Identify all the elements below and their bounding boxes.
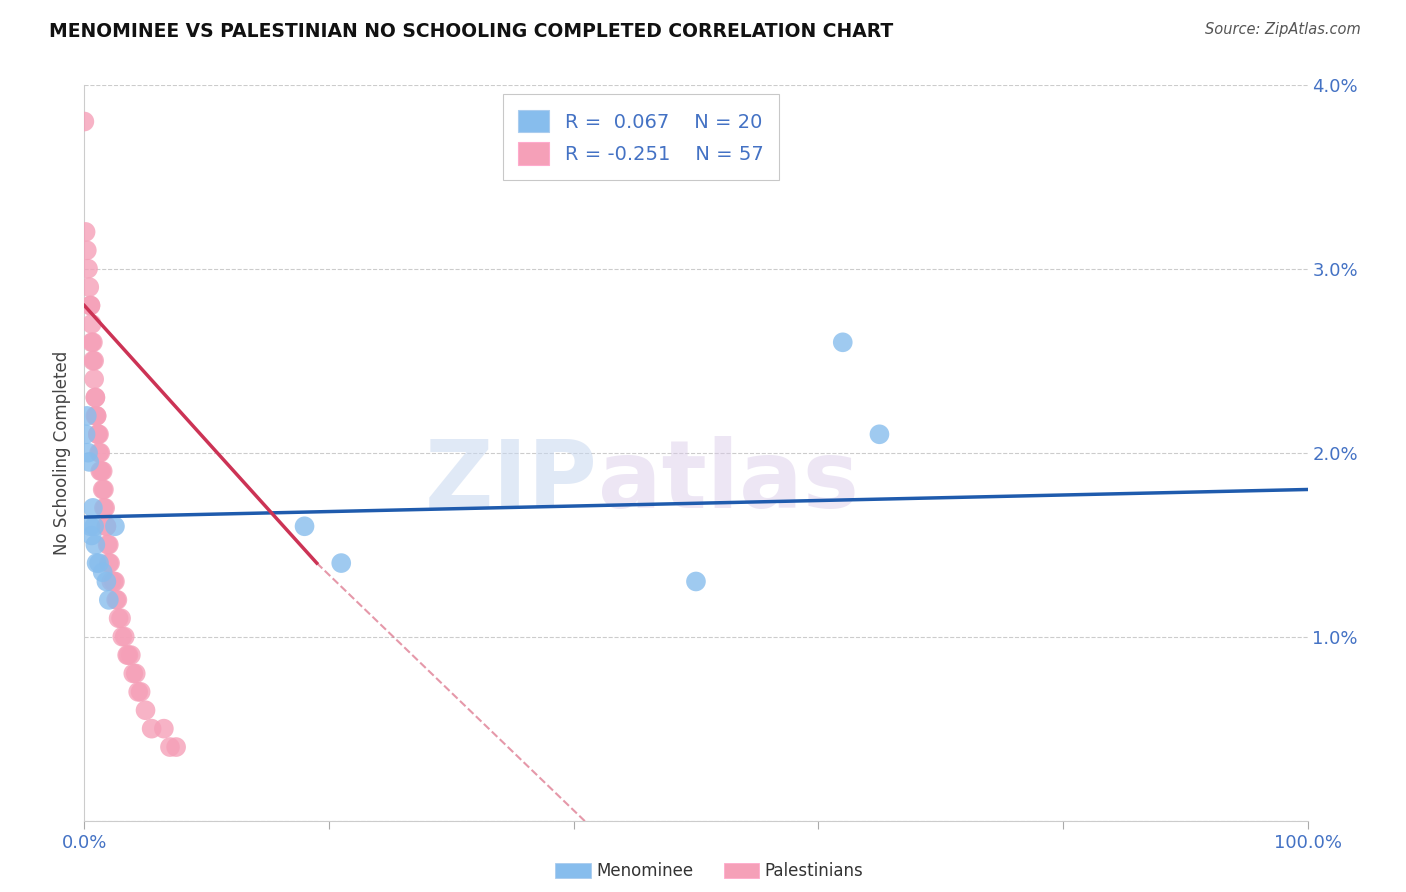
Point [114, 630, 136, 644]
Text: Menominee: Menominee [596, 862, 693, 880]
Point [84, 538, 107, 552]
Point [97, 556, 120, 570]
Point [80, 335, 103, 350]
Point [80, 528, 103, 542]
Point [90, 464, 112, 478]
Point [84, 391, 107, 405]
Point [125, 666, 148, 681]
Point [79, 298, 101, 313]
Point [73, 114, 96, 128]
Point [105, 592, 128, 607]
Y-axis label: No Schooling Completed: No Schooling Completed [53, 351, 72, 555]
Point [115, 648, 138, 662]
Point [87, 446, 110, 460]
Point [87, 427, 110, 442]
Point [75, 427, 97, 442]
Point [84, 409, 107, 423]
Point [84, 391, 107, 405]
Point [91, 483, 114, 497]
Point [87, 427, 110, 442]
Point [75, 225, 97, 239]
Point [98, 556, 121, 570]
Point [117, 648, 139, 662]
Text: Palestinians: Palestinians [765, 862, 863, 880]
Point [104, 574, 127, 589]
Point [127, 685, 149, 699]
Point [96, 519, 118, 533]
Point [869, 427, 891, 442]
Point [105, 592, 128, 607]
Point [94, 500, 117, 515]
Point [80, 317, 103, 331]
Point [83, 372, 105, 386]
Point [111, 630, 134, 644]
Point [77, 261, 100, 276]
Point [76, 244, 98, 258]
Point [129, 685, 152, 699]
Point [141, 722, 163, 736]
Point [82, 500, 104, 515]
Point [77, 280, 100, 294]
Point [87, 427, 110, 442]
Point [83, 519, 105, 533]
Point [91, 464, 114, 478]
Point [103, 574, 125, 589]
Legend: R =  0.067    N = 20, R = -0.251    N = 57: R = 0.067 N = 20, R = -0.251 N = 57 [503, 95, 779, 180]
Point [82, 335, 104, 350]
Point [159, 740, 181, 755]
Point [104, 519, 127, 533]
Point [91, 566, 114, 580]
Point [120, 648, 142, 662]
Point [83, 353, 105, 368]
Point [135, 703, 157, 717]
Point [89, 464, 111, 478]
Point [77, 455, 100, 469]
Point [82, 353, 104, 368]
Point [79, 298, 101, 313]
Point [86, 556, 108, 570]
Point [97, 538, 120, 552]
Point [96, 519, 118, 533]
Point [107, 611, 129, 625]
Point [87, 556, 110, 570]
Point [86, 409, 108, 423]
Text: Source: ZipAtlas.com: Source: ZipAtlas.com [1205, 22, 1361, 37]
Point [93, 500, 115, 515]
Text: atlas: atlas [598, 436, 859, 528]
Point [831, 335, 853, 350]
Point [100, 574, 122, 589]
Point [77, 446, 100, 460]
Point [97, 538, 120, 552]
Point [685, 574, 707, 589]
Point [153, 722, 176, 736]
Point [93, 483, 115, 497]
Point [79, 519, 101, 533]
Point [330, 556, 353, 570]
Point [122, 666, 145, 681]
Text: ZIP: ZIP [425, 436, 598, 528]
Point [110, 611, 132, 625]
Text: MENOMINEE VS PALESTINIAN NO SCHOOLING COMPLETED CORRELATION CHART: MENOMINEE VS PALESTINIAN NO SCHOOLING CO… [49, 22, 893, 41]
Point [97, 592, 120, 607]
Point [294, 519, 316, 533]
Point [96, 574, 118, 589]
Point [76, 409, 98, 423]
Point [86, 409, 108, 423]
Point [165, 740, 187, 755]
Point [89, 446, 111, 460]
